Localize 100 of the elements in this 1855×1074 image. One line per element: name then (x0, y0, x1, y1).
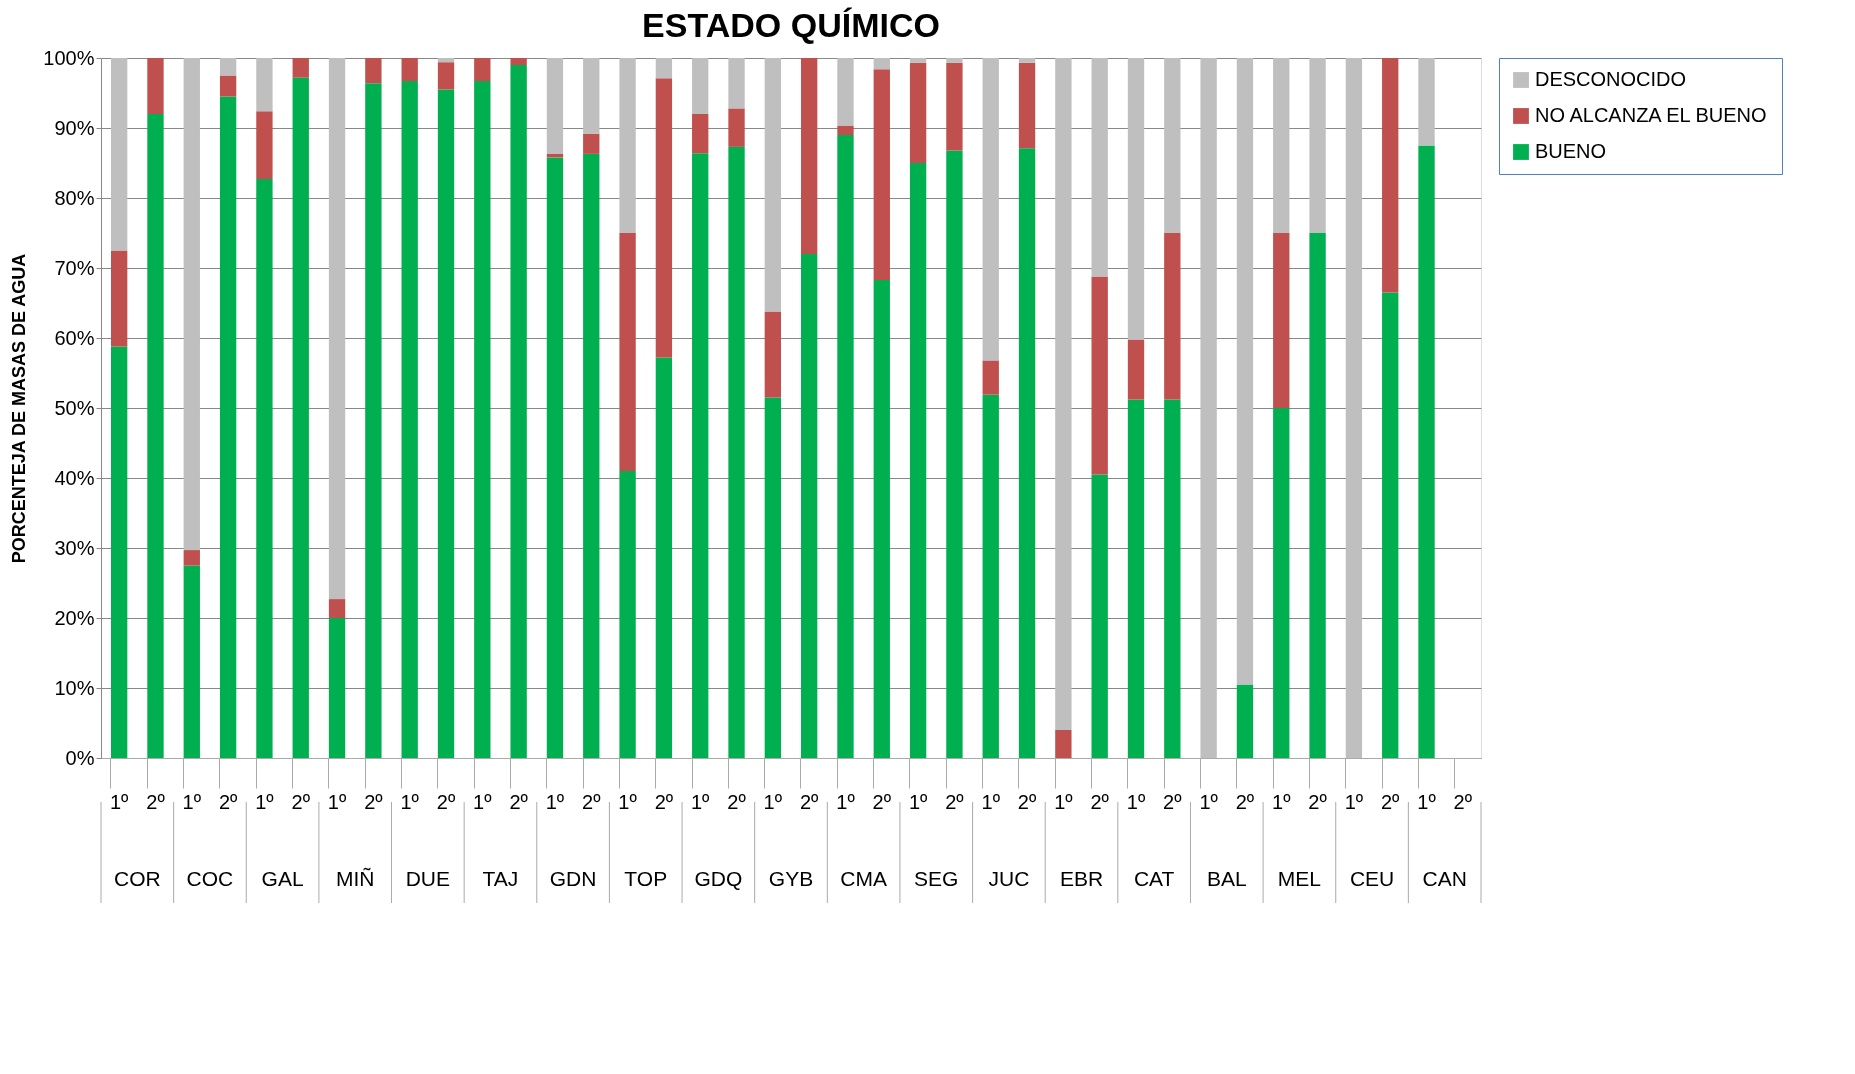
text: CAN (1422, 867, 1467, 890)
x-tick-label: 1º (182, 790, 202, 813)
bar (256, 179, 273, 758)
bar (1418, 58, 1435, 146)
bar (946, 150, 963, 758)
y-tick-label: 80% (54, 186, 95, 209)
text: CEU (1349, 867, 1395, 890)
bar (147, 114, 164, 758)
bar (1273, 408, 1290, 758)
bar (183, 58, 200, 551)
bar (982, 58, 999, 361)
bar (909, 163, 927, 758)
bar (728, 108, 745, 147)
bar (147, 58, 164, 114)
bar (583, 133, 600, 154)
x-tick-label: 2º (1017, 790, 1037, 813)
x-tick-label: 1º (618, 790, 638, 813)
bar (1018, 62, 1036, 149)
bar (1345, 58, 1363, 758)
x-tick-label: 1º (763, 790, 783, 813)
x-tick-label: 1º (1417, 790, 1437, 813)
bar (510, 65, 527, 758)
bar (1164, 399, 1181, 758)
x-tick-label: 2º (1235, 790, 1255, 813)
x-tick-label: 2º (218, 790, 239, 813)
x-tick-label: 2º (1090, 790, 1110, 813)
x-tick-label: 2º (799, 790, 820, 813)
bar (583, 58, 600, 134)
bar (728, 58, 745, 109)
text: GDN (549, 867, 597, 890)
bar (873, 279, 890, 758)
text: COR (113, 867, 161, 890)
bar (1309, 233, 1326, 758)
bar (328, 618, 346, 758)
bar (619, 471, 636, 758)
bar (837, 58, 854, 126)
bar (909, 58, 927, 63)
bar (1127, 339, 1145, 400)
x-tick-label: 1º (1199, 790, 1219, 813)
x-tick-label: 2º (509, 790, 529, 813)
x-tick-label: 1º (255, 790, 275, 813)
bar (764, 311, 782, 398)
bar (764, 58, 782, 312)
bar (1091, 58, 1108, 277)
bar (873, 58, 890, 70)
bar (1091, 276, 1108, 475)
text: MIÑ (335, 867, 375, 890)
legend-label: BUENO (1535, 140, 1607, 162)
bar (110, 250, 128, 347)
text: CAT (1133, 867, 1175, 890)
x-tick-label: 2º (146, 790, 166, 813)
x-tick-label: 1º (690, 790, 711, 813)
bar (546, 157, 564, 758)
bar (619, 233, 636, 471)
x-tick-label: 2º (291, 790, 311, 813)
bar (692, 58, 709, 114)
legend-label: DESCONOCIDO (1535, 68, 1687, 90)
bar (219, 75, 237, 97)
y-tick-label: 30% (54, 536, 95, 559)
y-tick-label: 20% (54, 606, 95, 629)
bar (1091, 474, 1108, 758)
bar (546, 58, 564, 154)
bar (328, 58, 346, 600)
bar (1127, 58, 1145, 340)
x-tick-label: 2º (436, 790, 456, 813)
x-tick-label: 1º (1126, 790, 1146, 813)
bar (1200, 58, 1217, 758)
bar (1309, 58, 1326, 233)
text: TOP (624, 867, 668, 890)
legend-label: NO ALCANZA EL BUENO (1535, 104, 1767, 126)
y-tick-label: 40% (54, 466, 95, 489)
bar (256, 58, 273, 112)
bar (474, 58, 491, 82)
text: BAL (1206, 867, 1247, 890)
x-tick-label: 1º (1344, 790, 1364, 813)
x-tick-label: 2º (1163, 790, 1183, 813)
bar (1018, 58, 1036, 63)
bar (764, 397, 782, 758)
bar (1055, 730, 1072, 758)
x-tick-label: 2º (727, 790, 747, 813)
text: MEL (1277, 867, 1322, 890)
x-tick-label: 1º (1272, 790, 1292, 813)
x-tick-label: 1º (473, 790, 493, 813)
bar (1273, 233, 1290, 408)
bar (982, 394, 999, 758)
bar (837, 125, 854, 135)
bar (1273, 58, 1290, 233)
text: SEG (914, 867, 959, 890)
bar (183, 565, 200, 758)
x-tick-label: 1º (109, 790, 130, 813)
y-tick-label: 0% (65, 746, 95, 769)
x-tick-label: 2º (872, 790, 892, 813)
x-tick-label: 2º (1380, 790, 1401, 813)
bar (728, 146, 745, 758)
bar (510, 58, 527, 65)
bar (692, 153, 709, 758)
x-tick-label: 2º (1308, 790, 1328, 813)
bar (437, 62, 455, 90)
bar (655, 78, 673, 358)
bar (401, 58, 418, 82)
